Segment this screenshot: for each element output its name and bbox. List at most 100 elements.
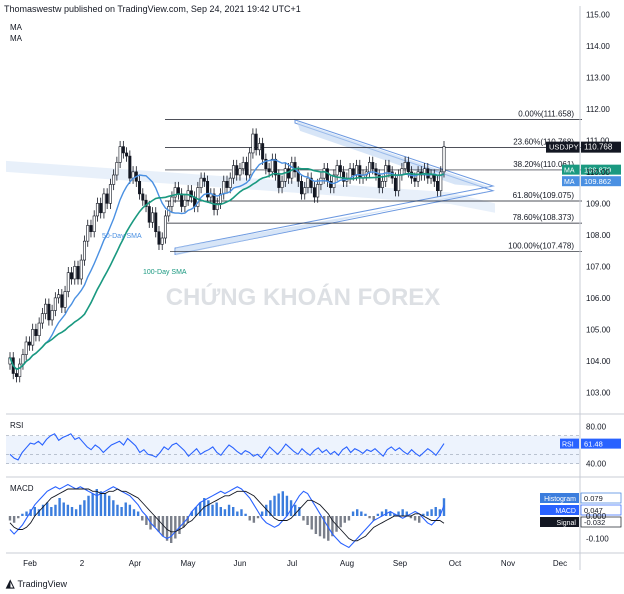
candle-body bbox=[189, 190, 193, 198]
candle-body bbox=[18, 363, 22, 377]
ma-value-tag bbox=[581, 176, 621, 187]
candle-body bbox=[348, 168, 352, 179]
macd-histogram-bar bbox=[91, 493, 94, 516]
candle-body bbox=[380, 180, 384, 188]
candle-body bbox=[63, 291, 67, 308]
macd-histogram-bar bbox=[306, 516, 309, 525]
price-tick-label: 110.00 bbox=[586, 168, 610, 177]
price-tick-label: 109.00 bbox=[586, 199, 611, 208]
macd-histogram-bar bbox=[360, 511, 363, 516]
candle-body bbox=[274, 158, 278, 176]
candle-body bbox=[287, 168, 291, 179]
rsi-line bbox=[9, 433, 445, 461]
macd-histogram-bar bbox=[161, 516, 165, 537]
ma-label-1[interactable]: MA bbox=[10, 23, 22, 32]
macd-histogram-bar bbox=[351, 511, 355, 516]
candle-body bbox=[439, 171, 443, 192]
candle-body bbox=[231, 165, 235, 179]
macd-histogram-bar bbox=[418, 516, 421, 523]
candle-body bbox=[70, 272, 74, 280]
price-tick-label: 104.00 bbox=[586, 357, 611, 366]
time-tick-label: Apr bbox=[129, 559, 142, 568]
macd-legend-value-box bbox=[580, 492, 622, 504]
macd-histogram-bar bbox=[178, 516, 181, 534]
candle-body bbox=[280, 180, 284, 188]
macd-histogram-bar bbox=[54, 504, 57, 516]
macd-histogram-bar bbox=[277, 493, 280, 516]
macd-histogram-bar bbox=[364, 513, 367, 516]
candle-body bbox=[436, 180, 440, 192]
signal-line bbox=[9, 488, 445, 542]
macd-histogram-bar bbox=[281, 491, 284, 516]
macd-histogram-bar bbox=[368, 516, 371, 519]
candle-body bbox=[121, 146, 125, 154]
macd-histogram-bar bbox=[244, 513, 247, 516]
candle-body bbox=[86, 225, 90, 242]
macd-histogram-bar bbox=[331, 516, 334, 537]
macd-histogram-bar bbox=[232, 507, 235, 516]
candle-body bbox=[160, 237, 164, 245]
candle-body bbox=[244, 162, 248, 176]
macd-histogram-bar bbox=[153, 516, 156, 528]
candle-body bbox=[212, 193, 216, 210]
macd-histogram-bar bbox=[327, 516, 330, 541]
sma100-annotation: 100-Day SMA bbox=[143, 269, 187, 276]
candle-body bbox=[387, 165, 391, 173]
symbol-tag bbox=[546, 141, 580, 153]
candle-body bbox=[50, 310, 54, 321]
time-tick-label: Oct bbox=[449, 559, 462, 568]
candle-body bbox=[196, 187, 200, 207]
macd-histogram-bar bbox=[99, 491, 103, 516]
macd-legend-name: Signal bbox=[557, 520, 577, 527]
macd-histogram-bar bbox=[170, 516, 173, 543]
candle-body bbox=[79, 259, 83, 280]
candle-body bbox=[141, 193, 145, 201]
rsi-tag-name: RSI bbox=[562, 442, 574, 449]
candle-body bbox=[238, 168, 242, 176]
macd-histogram-bar bbox=[74, 509, 78, 516]
macd-histogram-bar bbox=[58, 498, 61, 516]
macd-histogram-bar bbox=[186, 516, 189, 523]
candle-body bbox=[371, 162, 375, 169]
macd-histogram-bar bbox=[372, 516, 375, 521]
candle-body bbox=[183, 199, 187, 207]
macd-histogram-bar bbox=[393, 513, 396, 516]
price-tick-label: 113.00 bbox=[586, 73, 610, 82]
macd-histogram-bar bbox=[46, 502, 49, 516]
macd-histogram-bar bbox=[409, 516, 413, 519]
macd-histogram-bar bbox=[190, 511, 194, 516]
candle-body bbox=[99, 203, 103, 214]
triangle-upper-fill bbox=[297, 121, 492, 188]
candle-body bbox=[147, 206, 151, 223]
candle-body bbox=[312, 187, 316, 198]
sma50-line bbox=[9, 159, 445, 371]
macd-histogram-bar bbox=[248, 516, 251, 521]
candle-body bbox=[47, 303, 51, 321]
macd-histogram-bar bbox=[405, 511, 408, 516]
fib-label: 38.20%(110.061) bbox=[513, 160, 574, 169]
ma-tag bbox=[562, 164, 580, 175]
footer-brand[interactable]: ◭ TradingView bbox=[6, 577, 67, 590]
candle-body bbox=[82, 240, 86, 261]
macd-histogram-bar bbox=[430, 509, 433, 516]
macd-legend-value: 0.079 bbox=[584, 494, 603, 503]
rsi-tick-label: 40.00 bbox=[586, 460, 607, 469]
macd-histogram-bar bbox=[442, 498, 446, 516]
macd-histogram-bar bbox=[223, 509, 227, 516]
sma50-annotation: 50-Day SMA bbox=[102, 233, 142, 240]
candle-body bbox=[406, 162, 410, 173]
candle-body bbox=[173, 187, 177, 198]
ma-label-2[interactable]: MA bbox=[10, 34, 22, 43]
macd-legend-name: MACD bbox=[555, 508, 576, 515]
macd-histogram-bar bbox=[165, 516, 169, 541]
ma-tag bbox=[562, 176, 580, 187]
macd-histogram-bar bbox=[289, 500, 293, 516]
candle-body bbox=[27, 341, 31, 346]
macd-histogram-bar bbox=[314, 516, 318, 534]
macd-histogram-bar bbox=[70, 507, 74, 516]
candle-body bbox=[115, 162, 119, 176]
time-tick-label: Sep bbox=[393, 559, 408, 568]
price-tick-label: 108.00 bbox=[586, 231, 611, 240]
macd-histogram-bar bbox=[356, 509, 359, 516]
macd-histogram-bar bbox=[66, 504, 70, 516]
